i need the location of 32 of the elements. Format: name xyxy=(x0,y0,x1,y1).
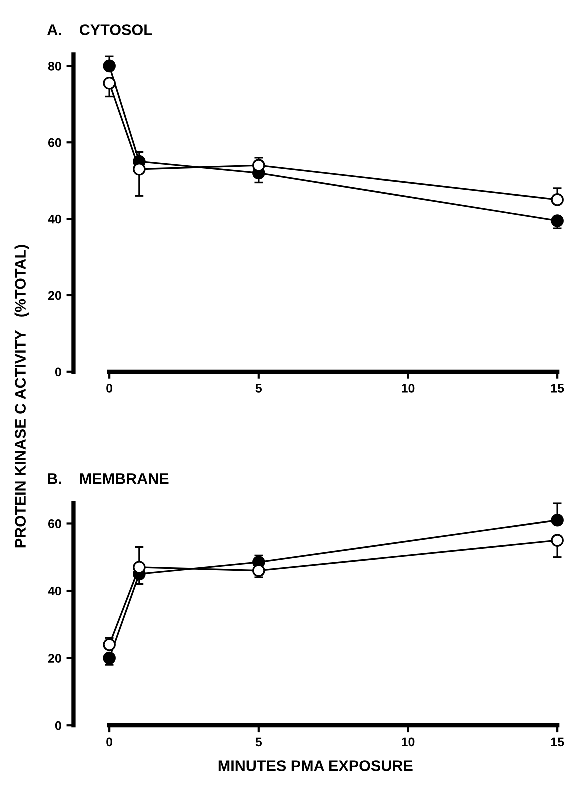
chart-title: A. CYTOSOL xyxy=(47,24,152,36)
x-tick-label: 0 xyxy=(106,738,113,747)
point xyxy=(551,514,564,527)
point xyxy=(103,652,116,665)
point xyxy=(133,561,146,574)
y-tick-label: 40 xyxy=(48,214,62,224)
x-tick-label: 5 xyxy=(256,384,262,393)
x-tick-label: 15 xyxy=(551,738,564,747)
y-tick-label: 0 xyxy=(55,721,62,730)
point xyxy=(551,534,564,547)
chart-title: B. MEMBRANE xyxy=(48,474,169,484)
y-tick-label: 40 xyxy=(48,586,62,596)
y-tick-label: 20 xyxy=(48,291,62,300)
point xyxy=(103,76,116,90)
x-tick-label: 5 xyxy=(256,738,262,747)
point xyxy=(252,564,266,578)
point xyxy=(551,194,564,206)
point xyxy=(103,638,116,652)
y-tick-label: 0 xyxy=(55,368,62,377)
x-axis-title: MINUTES PMA EXPOSURE xyxy=(218,760,413,772)
y-tick-label: 60 xyxy=(48,138,62,148)
y-tick-label: 60 xyxy=(48,520,62,528)
y-tick-label: 80 xyxy=(48,62,62,71)
x-tick-label: 15 xyxy=(551,384,564,393)
point xyxy=(133,162,146,176)
point xyxy=(103,60,116,73)
y-axis-title: PROTEIN KINASE C ACTIVITY (%TOTAL) xyxy=(14,245,30,548)
x-tick-label: 10 xyxy=(402,738,415,747)
x-tick-label: 10 xyxy=(402,384,415,393)
point xyxy=(252,159,266,172)
x-tick-label: 0 xyxy=(106,384,113,393)
y-tick-label: 20 xyxy=(48,654,62,663)
